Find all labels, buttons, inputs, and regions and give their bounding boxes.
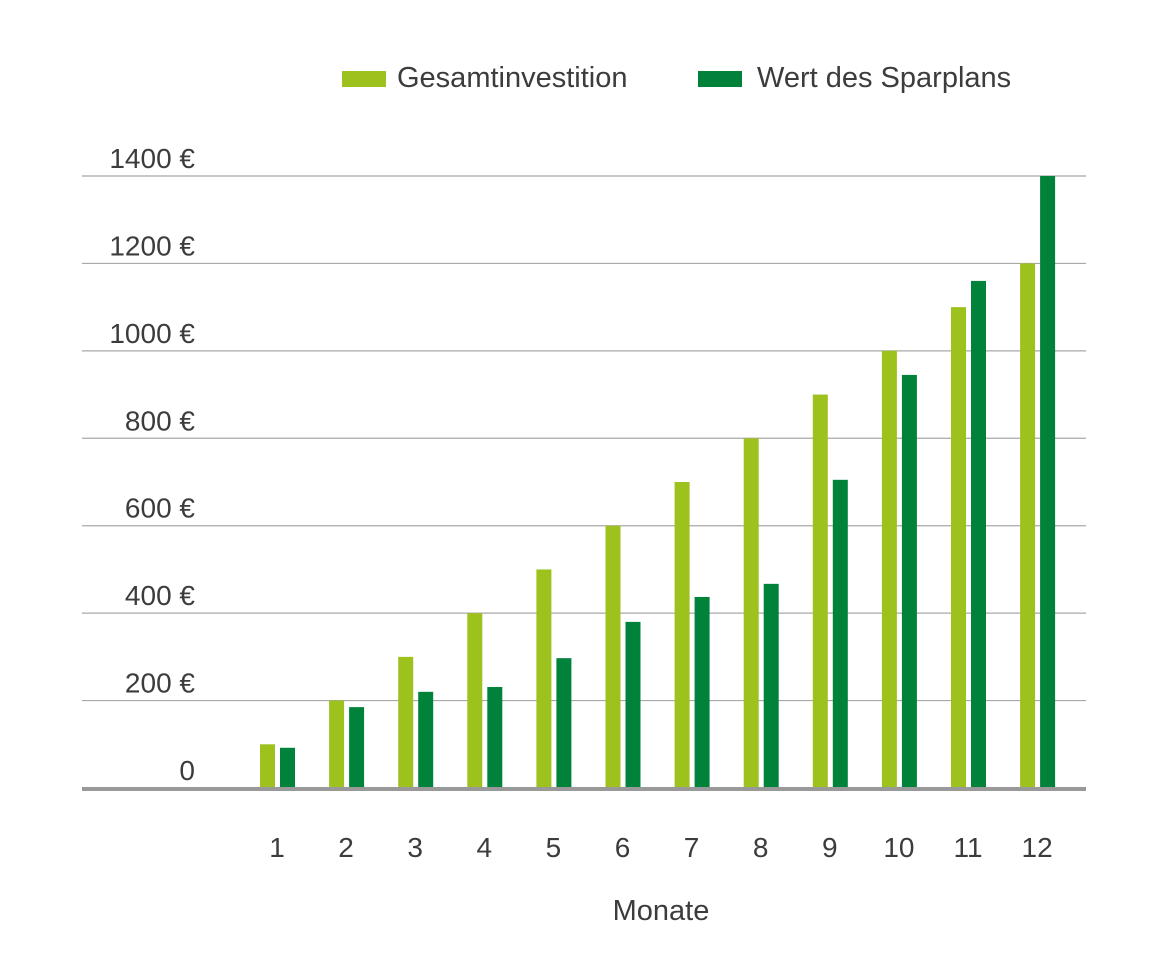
bar-gesamtinvestition-1 [260, 744, 275, 788]
x-tick-label: 10 [883, 832, 914, 863]
y-tick-label: 1400 € [109, 143, 195, 174]
x-tick-label: 1 [269, 832, 285, 863]
x-tick-label: 12 [1022, 832, 1053, 863]
legend-label-gesamtinvestition: Gesamtinvestition [397, 62, 628, 94]
bar-wert-des-sparplans-9 [832, 479, 848, 788]
bar-wert-des-sparplans-8 [763, 583, 779, 788]
bar-wert-des-sparplans-1 [280, 747, 295, 788]
y-tick-label: 0 [179, 755, 195, 786]
legend-swatch-wert-des-sparplans [698, 71, 742, 87]
x-tick-label: 4 [477, 832, 493, 863]
y-tick-label: 600 € [125, 493, 195, 524]
bar-gesamtinvestition-10 [881, 350, 897, 788]
bar-wert-des-sparplans-3 [418, 691, 434, 788]
bar-wert-des-sparplans-10 [901, 374, 917, 788]
bar-wert-des-sparplans-7 [694, 596, 710, 788]
bar-gesamtinvestition-5 [536, 569, 552, 788]
x-tick-label: 7 [684, 832, 700, 863]
bar-wert-des-sparplans-2 [349, 707, 365, 788]
x-tick-label: 2 [338, 832, 354, 863]
x-axis-label: Monate [613, 895, 710, 927]
legend-label-wert-des-sparplans: Wert des Sparplans [757, 62, 1011, 94]
bar-gesamtinvestition-9 [812, 394, 828, 788]
bar-gesamtinvestition-8 [743, 438, 759, 788]
gridlines [82, 175, 1086, 702]
bar-wert-des-sparplans-6 [625, 621, 641, 788]
bar-wert-des-sparplans-5 [556, 658, 572, 788]
bar-wert-des-sparplans-11 [971, 280, 986, 788]
x-tick-label: 11 [953, 832, 982, 863]
bar-gesamtinvestition-3 [398, 656, 414, 788]
y-tick-label: 1000 € [109, 318, 195, 349]
bar-gesamtinvestition-7 [674, 482, 690, 788]
x-tick-labels: 1 2 3 4 5 6 7 8 9 10 11 12 [269, 832, 1052, 863]
bars [260, 176, 1056, 788]
x-tick-label: 9 [822, 832, 838, 863]
bar-gesamtinvestition-11 [951, 307, 966, 788]
legend-swatch-gesamtinvestition [342, 71, 386, 87]
bar-gesamtinvestition-6 [605, 525, 621, 788]
y-tick-label: 400 € [125, 580, 195, 611]
x-tick-label: 5 [546, 832, 562, 863]
y-tick-label: 200 € [125, 668, 195, 699]
legend: Gesamtinvestition Wert des Sparplans [342, 62, 1011, 94]
y-tick-labels: 0 200 € 400 € 600 € 800 € 1000 € 1200 € 1400 € [109, 143, 195, 786]
x-tick-label: 3 [407, 832, 423, 863]
bar-wert-des-sparplans-4 [487, 687, 503, 788]
x-tick-label: 8 [753, 832, 769, 863]
y-tick-label: 800 € [125, 405, 195, 436]
bar-gesamtinvestition-2 [329, 700, 345, 788]
bar-gesamtinvestition-4 [467, 613, 483, 788]
x-tick-label: 6 [615, 832, 631, 863]
bar-wert-des-sparplans-12 [1040, 176, 1056, 788]
y-tick-label: 1200 € [109, 230, 195, 261]
bar-gesamtinvestition-12 [1020, 263, 1036, 788]
